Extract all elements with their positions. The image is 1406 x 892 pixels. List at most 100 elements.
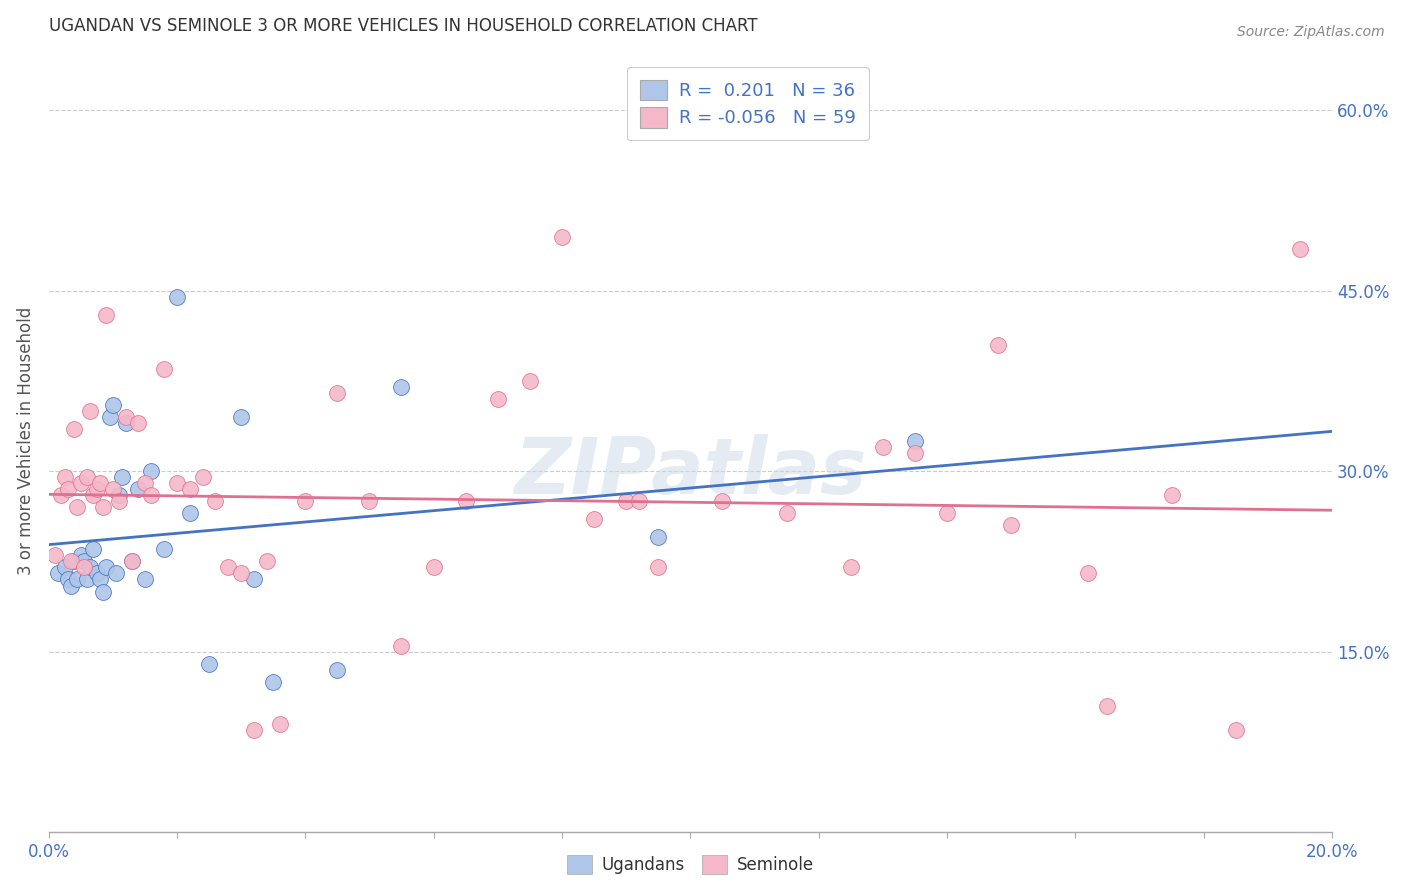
Point [86, 482, 108, 496]
Point [359, 494, 381, 508]
Point [111, 470, 134, 484]
Point [69, 476, 91, 491]
Point [60, 578, 83, 592]
Point [114, 410, 136, 425]
Point [141, 464, 163, 478]
Point [936, 506, 959, 520]
Point [121, 554, 143, 568]
Point [69, 549, 91, 563]
Point [256, 554, 278, 568]
Point [60, 554, 83, 568]
Point [217, 560, 239, 574]
Point [98, 410, 121, 425]
Point [191, 470, 214, 484]
Point [101, 482, 124, 496]
Point [153, 362, 176, 376]
Point [51, 488, 73, 502]
Text: ZIPatlas: ZIPatlas [515, 434, 866, 510]
Point [326, 663, 349, 677]
Point [53, 470, 76, 484]
Point [166, 290, 188, 304]
Point [101, 398, 124, 412]
Point [422, 560, 444, 574]
Y-axis label: 3 or more Vehicles in Household: 3 or more Vehicles in Household [17, 307, 35, 575]
Point [63, 554, 86, 568]
Point [96, 560, 118, 574]
Point [79, 560, 101, 574]
Point [872, 440, 894, 454]
Point [1160, 488, 1182, 502]
Point [326, 386, 349, 401]
Point [153, 542, 176, 557]
Point [76, 470, 98, 484]
Point [391, 380, 413, 394]
Point [391, 639, 413, 653]
Point [243, 573, 266, 587]
Point [166, 476, 188, 491]
Point [134, 476, 156, 491]
Point [1225, 723, 1247, 737]
Point [66, 500, 89, 515]
Point [82, 542, 104, 557]
Point [91, 500, 114, 515]
Point [1097, 698, 1119, 713]
Point [127, 416, 149, 430]
Point [204, 494, 226, 508]
Point [243, 723, 266, 737]
Point [198, 657, 221, 671]
Point [79, 404, 101, 418]
Point [486, 392, 509, 406]
Point [63, 422, 86, 436]
Legend: Ugandans, Seminole: Ugandans, Seminole [558, 847, 823, 882]
Point [121, 554, 143, 568]
Point [53, 560, 76, 574]
Point [46, 566, 69, 581]
Point [454, 494, 477, 508]
Point [127, 482, 149, 496]
Point [1289, 242, 1312, 256]
Point [89, 476, 111, 491]
Point [44, 549, 66, 563]
Point [269, 717, 291, 731]
Point [987, 338, 1010, 352]
Point [89, 573, 111, 587]
Text: Source: ZipAtlas.com: Source: ZipAtlas.com [1237, 25, 1385, 39]
Point [66, 573, 89, 587]
Point [91, 584, 114, 599]
Point [96, 308, 118, 322]
Point [519, 374, 541, 388]
Point [551, 229, 574, 244]
Point [647, 560, 669, 574]
Point [614, 494, 637, 508]
Point [904, 446, 927, 460]
Point [86, 566, 108, 581]
Point [904, 434, 927, 449]
Point [56, 573, 79, 587]
Point [229, 566, 252, 581]
Point [108, 494, 131, 508]
Point [76, 573, 98, 587]
Point [647, 530, 669, 544]
Point [1077, 566, 1099, 581]
Point [134, 573, 156, 587]
Point [294, 494, 316, 508]
Point [73, 560, 96, 574]
Point [108, 488, 131, 502]
Point [82, 488, 104, 502]
Point [114, 416, 136, 430]
Point [141, 488, 163, 502]
Point [582, 512, 605, 526]
Point [839, 560, 862, 574]
Text: UGANDAN VS SEMINOLE 3 OR MORE VEHICLES IN HOUSEHOLD CORRELATION CHART: UGANDAN VS SEMINOLE 3 OR MORE VEHICLES I… [49, 17, 758, 35]
Point [711, 494, 734, 508]
Point [262, 674, 284, 689]
Point [179, 506, 201, 520]
Point [56, 482, 79, 496]
Point [627, 494, 650, 508]
Point [1000, 518, 1022, 533]
Point [73, 554, 96, 568]
Point [229, 410, 252, 425]
Point [775, 506, 797, 520]
Point [179, 482, 201, 496]
Point [104, 566, 127, 581]
